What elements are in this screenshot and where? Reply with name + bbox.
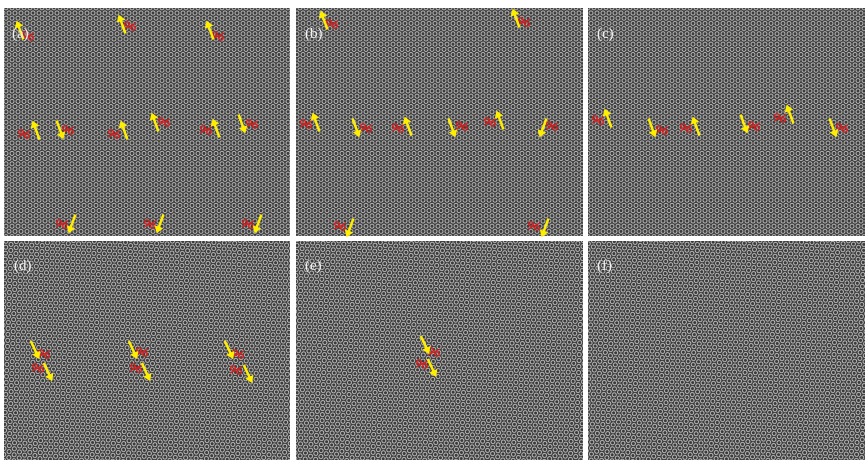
panel-label: (e) bbox=[305, 258, 322, 274]
panel-c bbox=[588, 8, 865, 236]
panel-label: (a) bbox=[12, 26, 29, 42]
panel-label: (b) bbox=[305, 26, 323, 42]
panel-f bbox=[588, 241, 865, 460]
panel-b bbox=[296, 8, 583, 236]
panel-e bbox=[296, 241, 583, 460]
panel-d bbox=[4, 241, 290, 460]
panel-label: (d) bbox=[14, 258, 32, 274]
panel-label: (f) bbox=[597, 258, 612, 274]
panel-label: (c) bbox=[597, 26, 614, 42]
